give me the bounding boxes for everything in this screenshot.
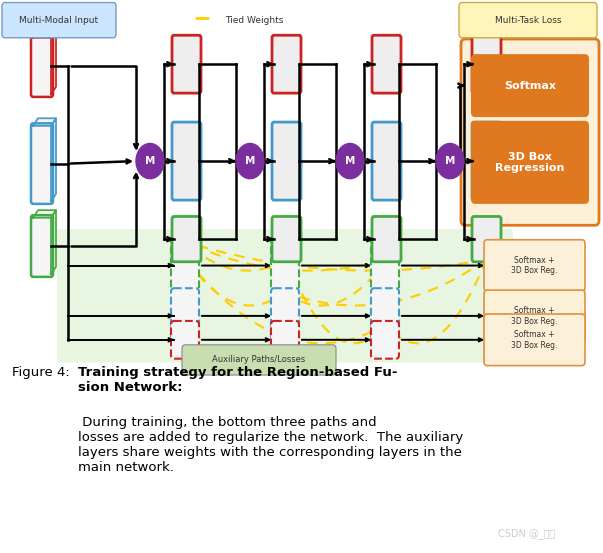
FancyBboxPatch shape: [172, 122, 201, 200]
Text: Multi-Modal Input: Multi-Modal Input: [19, 15, 98, 25]
Text: Softmax +
3D Box Reg.: Softmax + 3D Box Reg.: [511, 256, 558, 275]
Text: Softmax +
3D Box Reg.: Softmax + 3D Box Reg.: [511, 330, 558, 349]
Text: 3D Box
Regression: 3D Box Regression: [495, 152, 564, 173]
FancyBboxPatch shape: [172, 216, 201, 262]
Text: Training strategy for the Region-based Fu-
sion Network:: Training strategy for the Region-based F…: [78, 366, 397, 394]
FancyBboxPatch shape: [172, 35, 201, 93]
FancyBboxPatch shape: [271, 238, 299, 293]
FancyBboxPatch shape: [182, 345, 336, 375]
Polygon shape: [51, 30, 56, 95]
FancyBboxPatch shape: [31, 123, 53, 204]
FancyBboxPatch shape: [2, 3, 116, 38]
FancyBboxPatch shape: [31, 35, 53, 97]
FancyBboxPatch shape: [372, 35, 401, 93]
FancyBboxPatch shape: [272, 35, 301, 93]
Text: Auxiliary Paths/Losses: Auxiliary Paths/Losses: [212, 356, 306, 364]
FancyBboxPatch shape: [57, 229, 513, 362]
FancyBboxPatch shape: [484, 290, 585, 342]
FancyBboxPatch shape: [471, 54, 589, 117]
FancyBboxPatch shape: [271, 321, 299, 359]
Polygon shape: [33, 118, 56, 126]
Polygon shape: [33, 210, 56, 218]
FancyBboxPatch shape: [171, 321, 199, 359]
Circle shape: [336, 143, 364, 179]
Text: M: M: [345, 156, 355, 166]
FancyBboxPatch shape: [31, 215, 53, 277]
FancyBboxPatch shape: [484, 240, 585, 291]
Text: Softmax +
3D Box Reg.: Softmax + 3D Box Reg.: [511, 306, 558, 326]
Text: Tied Weights: Tied Weights: [225, 15, 283, 25]
FancyBboxPatch shape: [471, 121, 589, 204]
Circle shape: [236, 143, 264, 179]
FancyBboxPatch shape: [272, 122, 301, 200]
Text: CSDN @_鱼遇: CSDN @_鱼遇: [497, 528, 555, 539]
Polygon shape: [33, 30, 56, 38]
Text: Figure 4:: Figure 4:: [12, 366, 78, 379]
Text: During training, the bottom three paths and
losses are added to regularize the n: During training, the bottom three paths …: [78, 416, 463, 474]
FancyBboxPatch shape: [472, 35, 501, 93]
FancyBboxPatch shape: [371, 321, 399, 359]
Text: Multi-Task Loss: Multi-Task Loss: [494, 15, 561, 25]
FancyBboxPatch shape: [372, 122, 401, 200]
FancyBboxPatch shape: [484, 314, 585, 366]
FancyBboxPatch shape: [371, 288, 399, 343]
FancyBboxPatch shape: [171, 238, 199, 293]
FancyBboxPatch shape: [472, 122, 501, 200]
Circle shape: [436, 143, 464, 179]
Polygon shape: [51, 210, 56, 274]
Text: M: M: [245, 156, 255, 166]
FancyBboxPatch shape: [459, 3, 597, 38]
FancyBboxPatch shape: [472, 216, 501, 262]
Text: M: M: [445, 156, 455, 166]
FancyBboxPatch shape: [272, 216, 301, 262]
FancyBboxPatch shape: [271, 288, 299, 343]
Circle shape: [136, 143, 164, 179]
Text: M: M: [145, 156, 155, 166]
FancyBboxPatch shape: [371, 238, 399, 293]
FancyBboxPatch shape: [461, 39, 599, 225]
Text: Softmax: Softmax: [504, 81, 556, 91]
Polygon shape: [51, 118, 56, 201]
FancyBboxPatch shape: [372, 216, 401, 262]
FancyBboxPatch shape: [171, 288, 199, 343]
